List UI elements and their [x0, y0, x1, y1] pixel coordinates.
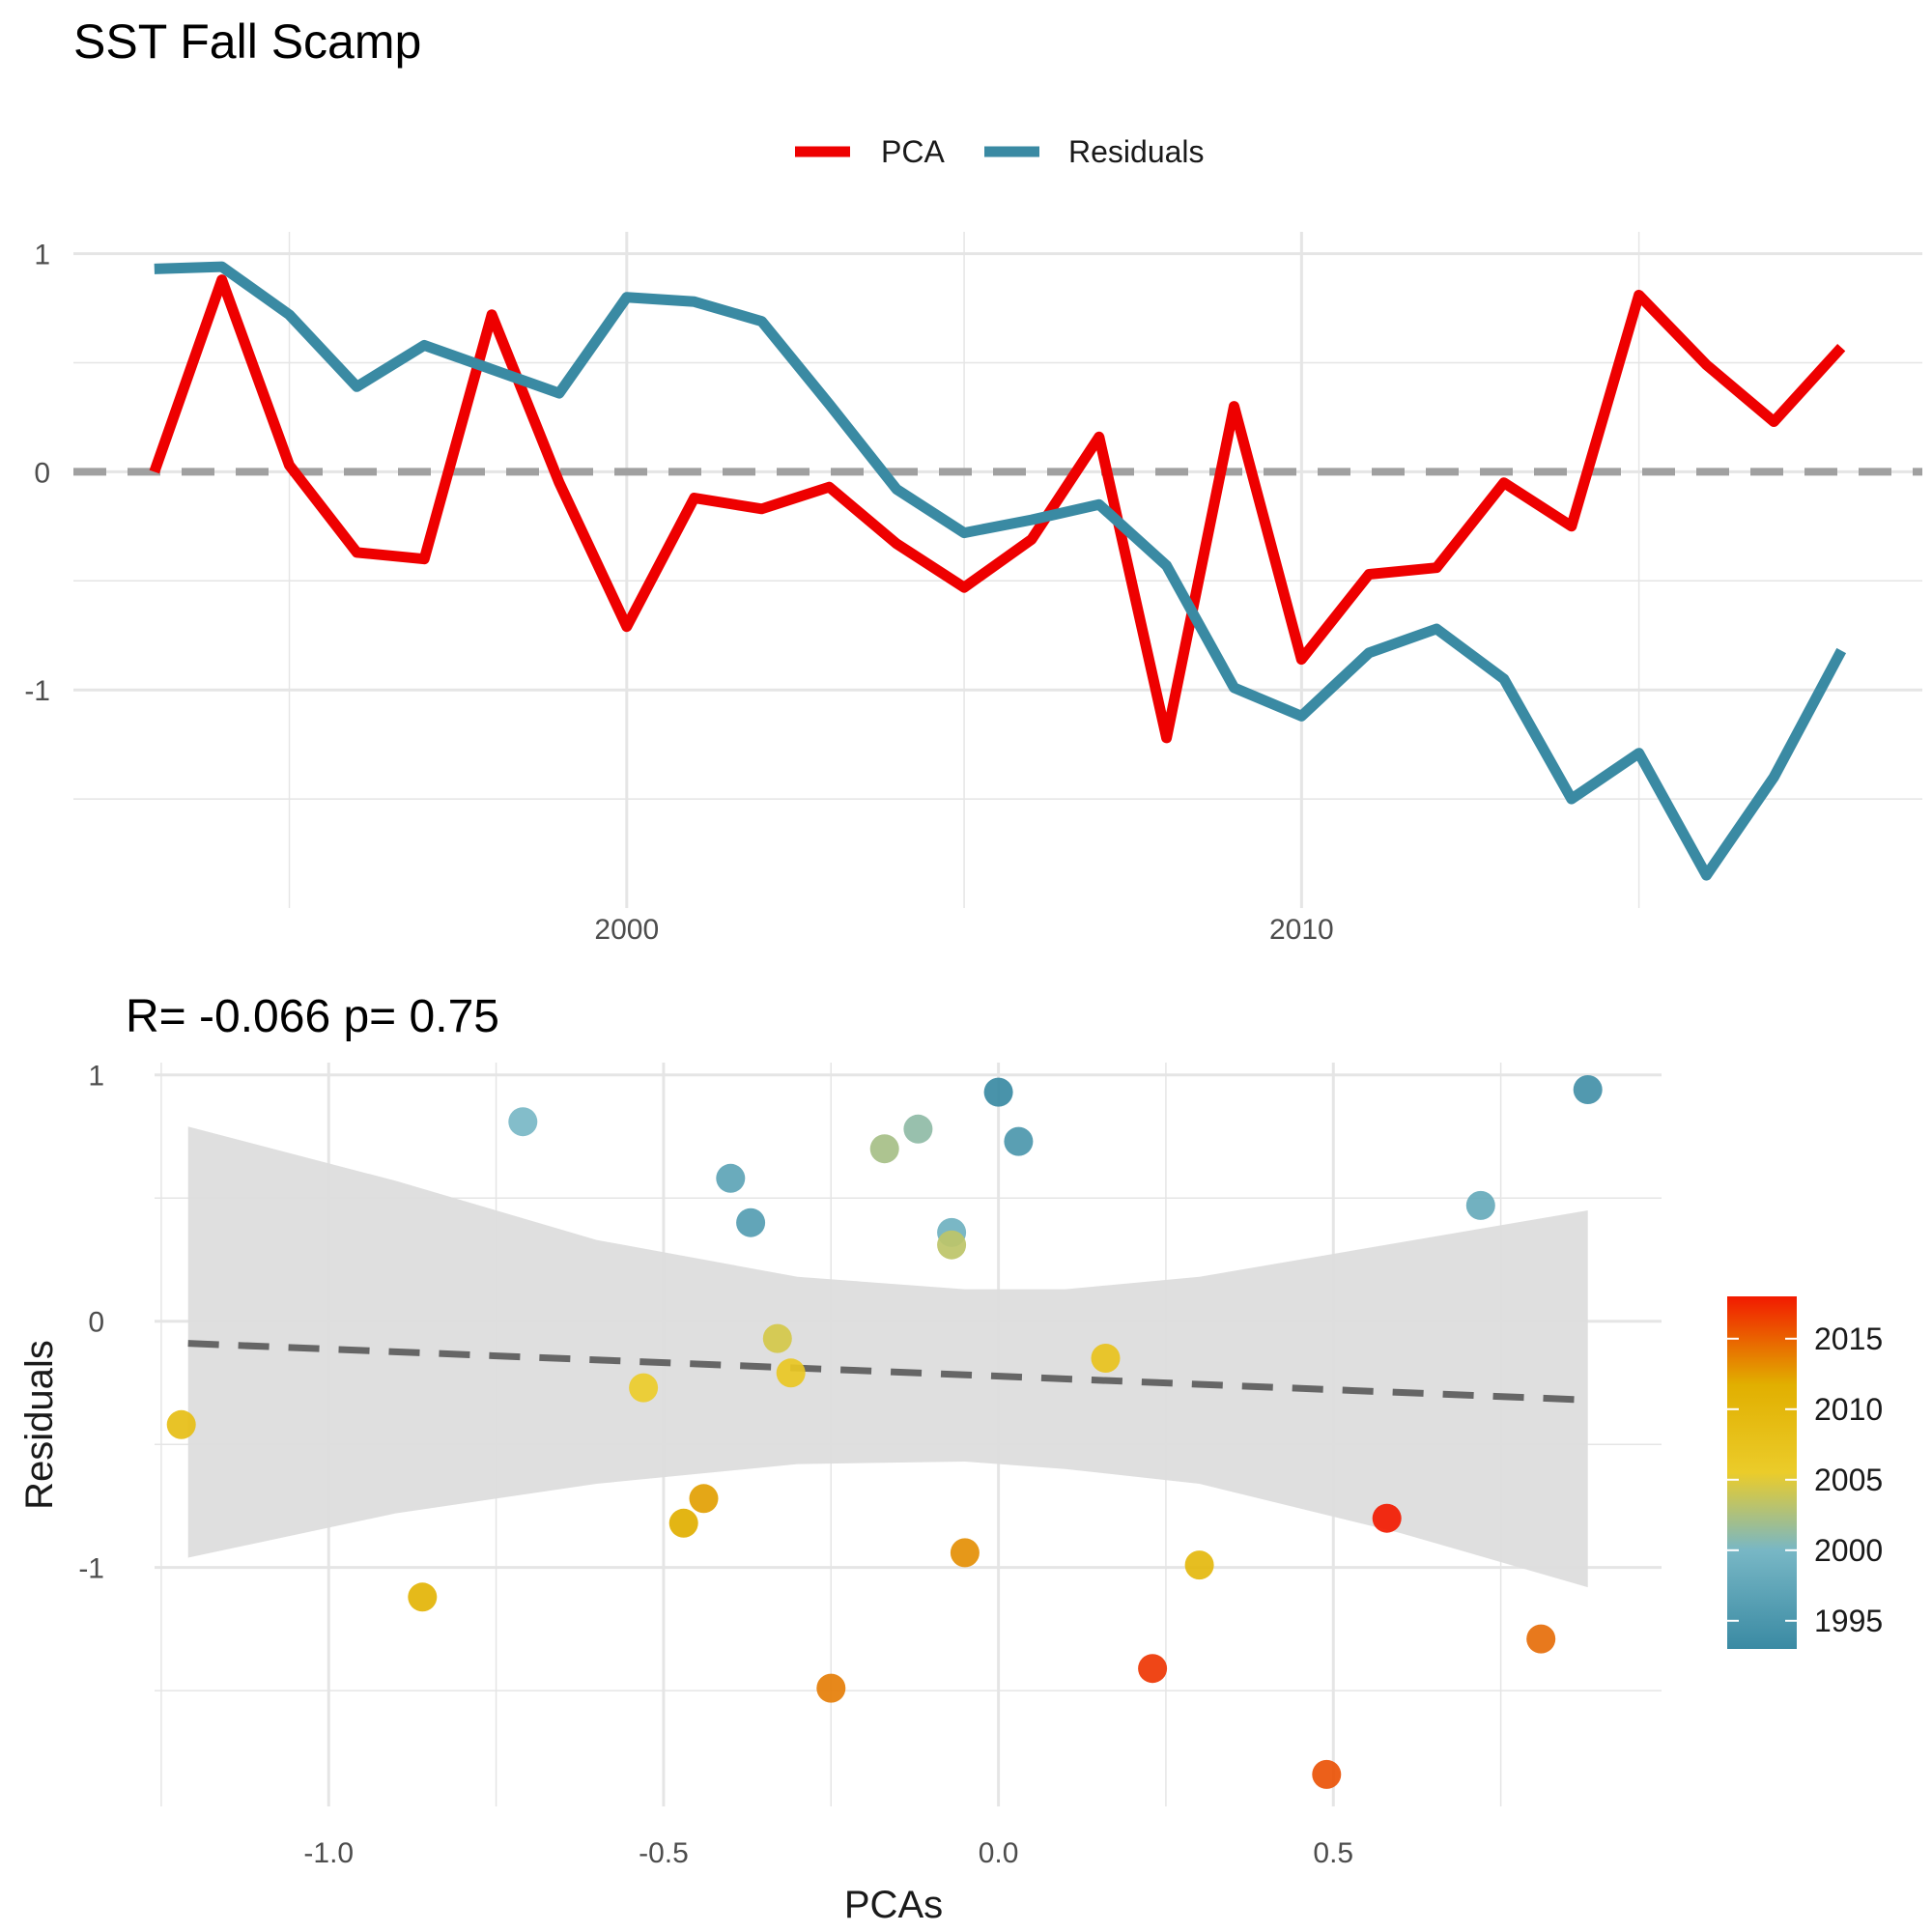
correlation-subtitle: R= -0.066 p= 0.75 [126, 991, 499, 1042]
top-y-tick-labels: 1 0 -1 [24, 240, 50, 708]
x-tick-label: 2000 [594, 914, 659, 946]
series-line-pca [149, 274, 1846, 744]
y-tick-label: 1 [88, 1061, 104, 1093]
data-point [762, 1323, 792, 1353]
colorbar-tick-labels: 2015 2010 2005 2000 1995 [1727, 1321, 1883, 1638]
x-tick-label: 0.0 [979, 1837, 1019, 1869]
data-point [166, 1409, 196, 1439]
regression-line [187, 1340, 1588, 1404]
top-x-tick-labels: 2000 2010 [594, 914, 1333, 946]
legend-label-pca: PCA [881, 134, 945, 169]
colorbar-tick-label: 2000 [1814, 1533, 1883, 1568]
bottom-y-tick-labels: 1 0 -1 [78, 1061, 104, 1585]
data-point [869, 1134, 899, 1164]
x-axis-title: PCAs [844, 1884, 943, 1926]
data-point [629, 1373, 659, 1403]
colorbar-tick-label: 2010 [1814, 1392, 1883, 1427]
scatter-plot: R= -0.066 p= 0.75 1 0 -1 -1.0 -0.5 0.0 0.5 PC… [18, 991, 1883, 1926]
data-point [1004, 1126, 1034, 1156]
data-point [1091, 1344, 1121, 1373]
data-point [668, 1508, 698, 1538]
y-tick-label: 0 [88, 1307, 104, 1339]
x-tick-label: 2010 [1269, 914, 1334, 946]
time-series-lines [149, 261, 1847, 881]
data-point [689, 1484, 719, 1514]
year-colorbar [1727, 1296, 1797, 1649]
time-series-plot: 1 0 -1 2000 2010 PCA Residuals [24, 134, 1922, 946]
data-point [983, 1077, 1013, 1107]
figure-title: SST Fall Scamp [73, 14, 421, 69]
y-tick-label: -1 [24, 675, 50, 707]
scatter-points [166, 1075, 1603, 1789]
data-point [776, 1358, 806, 1388]
colorbar-tick-label: 2015 [1814, 1321, 1883, 1356]
x-tick-label: -0.5 [639, 1837, 689, 1869]
data-point [937, 1230, 967, 1260]
colorbar-tick-label: 1995 [1814, 1604, 1883, 1638]
data-point [816, 1673, 846, 1703]
y-tick-label: -1 [78, 1553, 104, 1585]
confidence-band [187, 1126, 1588, 1588]
x-tick-label: -1.0 [303, 1837, 354, 1869]
legend-label-residuals: Residuals [1068, 134, 1205, 169]
data-point [1465, 1190, 1495, 1220]
data-point [1138, 1654, 1168, 1684]
data-point [736, 1208, 766, 1237]
data-point [716, 1163, 746, 1193]
y-axis-title: Residuals [18, 1340, 61, 1510]
x-tick-label: 0.5 [1313, 1837, 1353, 1869]
y-tick-label: 1 [34, 240, 50, 271]
data-point [1526, 1624, 1556, 1654]
data-point [950, 1538, 980, 1568]
series-line-residuals [154, 261, 1847, 881]
data-point [903, 1114, 933, 1144]
data-point [1312, 1759, 1342, 1789]
data-point [1184, 1550, 1214, 1580]
colorbar-tick-label: 2005 [1814, 1463, 1883, 1497]
series-legend: PCA Residuals [795, 134, 1205, 169]
data-point [508, 1107, 538, 1137]
data-point [1573, 1075, 1603, 1104]
bottom-x-tick-labels: -1.0 -0.5 0.0 0.5 [303, 1837, 1353, 1869]
y-tick-label: 0 [34, 457, 50, 489]
data-point [1372, 1503, 1402, 1533]
data-point [408, 1582, 438, 1612]
